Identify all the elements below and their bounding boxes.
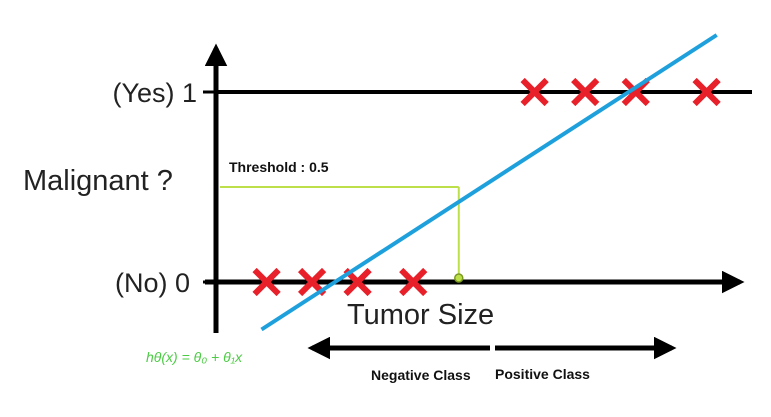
y-axis-label: Malignant ? <box>23 165 173 197</box>
data-point-marker <box>520 77 549 107</box>
tick-label-y0: (No) 0 <box>115 268 190 298</box>
data-point-marker <box>399 267 428 297</box>
hypothesis-line <box>260 33 718 332</box>
negative-class-label: Negative Class <box>371 367 471 383</box>
tick-label-y1: (Yes) 1 <box>112 78 197 108</box>
threshold-point <box>454 273 464 283</box>
data-point-marker <box>692 77 721 107</box>
positive-class-label: Positive Class <box>495 366 590 382</box>
hypothesis-formula: hθ(x) = θ₀ + θ₁x <box>146 349 243 365</box>
data-point-marker <box>252 267 281 297</box>
x-axis-label: Tumor Size <box>347 299 494 331</box>
threshold-label: Threshold : 0.5 <box>229 159 329 175</box>
data-point-marker <box>571 77 600 107</box>
data-markers <box>252 77 721 297</box>
